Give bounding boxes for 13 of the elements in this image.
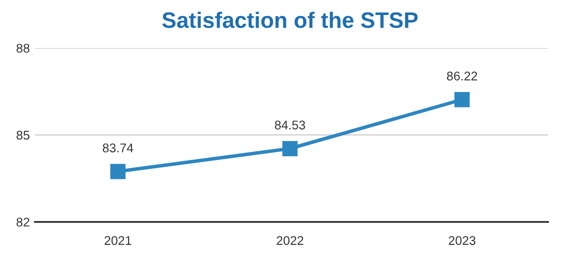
data-label: 84.53 bbox=[274, 120, 306, 130]
point bbox=[110, 164, 126, 180]
x-tick-label: 2023 bbox=[448, 236, 476, 245]
point bbox=[282, 140, 298, 156]
chart-title: Satisfaction of the STSP bbox=[162, 12, 418, 28]
x-tick-label: 2022 bbox=[276, 236, 304, 245]
point bbox=[454, 92, 470, 108]
data-label: 83.74 bbox=[102, 143, 134, 152]
data-label: 86.22 bbox=[446, 72, 478, 80]
y-tick-label: 88 bbox=[16, 44, 30, 53]
x-tick-label: 2021 bbox=[104, 236, 132, 245]
y-tick-label: 82 bbox=[16, 218, 30, 227]
y-tick-label: 85 bbox=[16, 130, 30, 140]
